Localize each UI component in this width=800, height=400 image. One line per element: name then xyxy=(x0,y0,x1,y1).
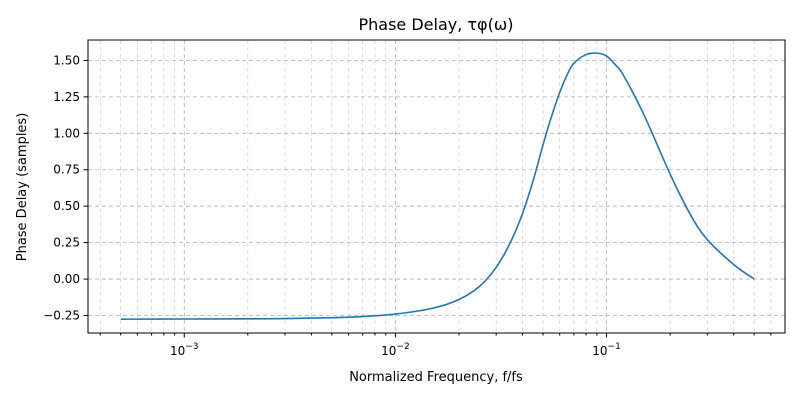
y-tick-label: 1.50 xyxy=(53,53,80,67)
y-tick-label: 1.00 xyxy=(53,126,80,140)
series-layer xyxy=(120,52,755,320)
plot-frame xyxy=(87,39,786,334)
y-tick-label: 1.25 xyxy=(53,90,80,104)
y-axis-label: Phase Delay (samples) xyxy=(15,113,30,262)
y-tick-label: 0.25 xyxy=(53,236,80,250)
x-tick-exponent: −2 xyxy=(396,342,409,352)
x-tick-label: 10−1 xyxy=(592,342,621,358)
phase-delay-line xyxy=(120,52,755,320)
y-tick-label: 0.50 xyxy=(53,199,80,213)
x-tick-exponent: −1 xyxy=(608,342,621,352)
y-tick-label: 0.00 xyxy=(53,272,80,286)
chart-title: Phase Delay, τφ(ω) xyxy=(359,15,514,34)
grid xyxy=(88,40,785,333)
y-tick-label: 0.75 xyxy=(53,163,80,177)
x-tick-exponent: −3 xyxy=(185,342,198,352)
x-tick-label: 10−3 xyxy=(170,342,199,358)
y-tick-label: −0.25 xyxy=(43,309,80,323)
x-axis-label: Normalized Frequency, f/fs xyxy=(349,370,523,385)
axes xyxy=(87,39,786,334)
x-tick-label: 10−2 xyxy=(381,342,410,358)
